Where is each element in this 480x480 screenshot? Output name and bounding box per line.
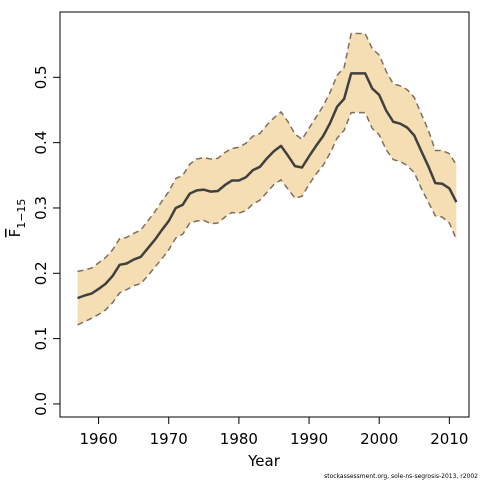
x-tick-label: 1970 [150,430,188,448]
x-tick-label: 1980 [220,430,258,448]
credit-footnote: stockassessment.org, sole-ns-segrosis-20… [324,473,478,480]
y-tick-label: 0.0 [32,392,50,416]
svg-text:F1−15: F1−15 [6,199,28,238]
y-axis-label: F1−15 [6,199,28,238]
x-tick-label: 2010 [430,430,468,448]
upper-bound-line [77,32,458,273]
y-tick-label: 0.4 [32,131,50,155]
y-axis-label-main: F [6,229,24,238]
plot-frame [59,11,470,418]
y-tick-label: 0.5 [32,65,50,89]
x-tick-label: 2000 [360,430,398,448]
confidence-band [77,33,457,325]
y-tick-label: 0.1 [32,327,50,351]
x-tick-label: 1960 [79,430,117,448]
y-tick-label: 0.2 [32,261,50,285]
x-tick-label: 1990 [290,430,328,448]
lower-bound-line [77,111,458,326]
y-tick-label: 0.3 [32,196,50,220]
y-axis-label-subscript: 1−15 [15,199,28,229]
estimate-line [77,72,458,300]
axes: 1960 1970 1980 1990 2000 2010 0.0 0.1 0.2 0.3 0.4 0… [32,11,470,448]
x-axis-label: Year [247,452,281,470]
plot-area [77,32,458,326]
